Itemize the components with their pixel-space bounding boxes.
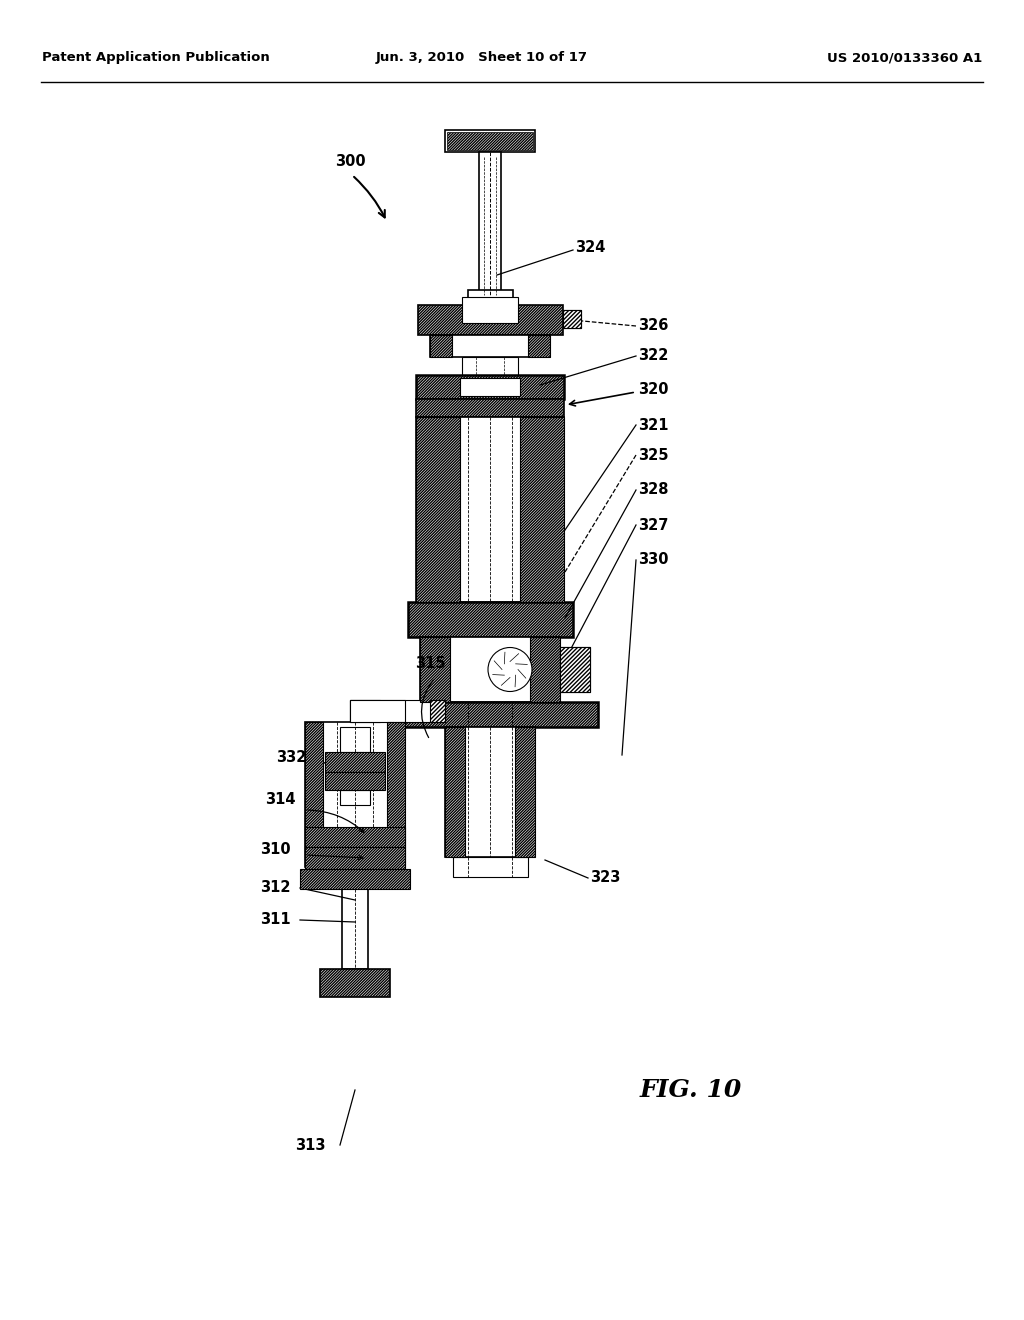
- Bar: [387, 722, 406, 867]
- Text: 322: 322: [638, 348, 669, 363]
- Bar: [383, 702, 597, 727]
- Bar: [418, 305, 562, 335]
- Text: 314: 314: [265, 792, 296, 808]
- Bar: [319, 969, 390, 997]
- Text: 328: 328: [638, 483, 669, 498]
- Text: 327: 327: [638, 517, 669, 532]
- Bar: [430, 335, 550, 356]
- Bar: [462, 297, 518, 323]
- Bar: [430, 700, 445, 722]
- Bar: [305, 722, 406, 867]
- Text: 330: 330: [638, 553, 669, 568]
- Bar: [468, 290, 512, 310]
- Bar: [408, 602, 572, 638]
- Bar: [340, 727, 370, 752]
- Bar: [416, 417, 564, 602]
- Circle shape: [488, 648, 532, 692]
- Bar: [325, 772, 385, 789]
- Bar: [350, 700, 380, 722]
- Bar: [340, 789, 370, 805]
- Text: 311: 311: [260, 912, 291, 928]
- Text: 310: 310: [260, 842, 291, 858]
- Bar: [420, 638, 560, 702]
- Bar: [325, 752, 385, 772]
- Bar: [350, 700, 406, 722]
- Bar: [420, 638, 450, 702]
- Text: 323: 323: [590, 870, 621, 886]
- Bar: [416, 417, 460, 602]
- Text: US 2010/0133360 A1: US 2010/0133360 A1: [826, 51, 982, 65]
- Bar: [445, 129, 535, 152]
- Text: Patent Application Publication: Patent Application Publication: [42, 51, 269, 65]
- Text: 315: 315: [415, 656, 445, 672]
- Text: 321: 321: [638, 417, 669, 433]
- Text: 300: 300: [335, 154, 366, 169]
- Bar: [416, 375, 564, 399]
- Bar: [560, 647, 590, 692]
- Bar: [515, 727, 535, 857]
- Bar: [305, 828, 406, 847]
- Bar: [528, 335, 550, 356]
- Bar: [562, 310, 581, 327]
- Text: Jun. 3, 2010   Sheet 10 of 17: Jun. 3, 2010 Sheet 10 of 17: [376, 51, 588, 65]
- Bar: [530, 638, 560, 702]
- Text: FIG. 10: FIG. 10: [640, 1078, 742, 1102]
- Bar: [453, 857, 527, 876]
- Text: 324: 324: [575, 239, 605, 255]
- Text: 312: 312: [260, 880, 291, 895]
- Bar: [462, 356, 518, 375]
- Bar: [562, 310, 581, 327]
- Text: 313: 313: [295, 1138, 326, 1152]
- Bar: [305, 847, 406, 869]
- Text: 332: 332: [276, 751, 306, 766]
- Bar: [300, 869, 410, 888]
- Bar: [416, 399, 564, 417]
- Bar: [560, 647, 590, 692]
- Bar: [342, 888, 368, 969]
- Bar: [460, 378, 520, 396]
- Bar: [350, 700, 445, 722]
- Bar: [447, 132, 534, 150]
- Bar: [520, 417, 564, 602]
- Bar: [479, 152, 501, 294]
- Bar: [305, 722, 323, 867]
- Bar: [445, 727, 465, 857]
- Text: 320: 320: [638, 383, 669, 397]
- Text: 326: 326: [638, 318, 669, 334]
- Bar: [445, 727, 535, 857]
- Bar: [430, 335, 452, 356]
- Text: 325: 325: [638, 447, 669, 462]
